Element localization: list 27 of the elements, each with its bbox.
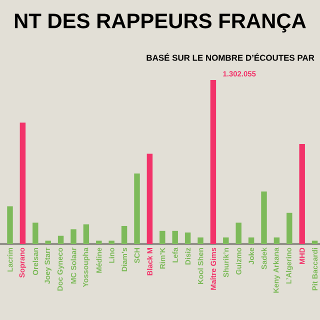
- bar: [210, 80, 216, 244]
- bar: [261, 192, 267, 244]
- bar: [299, 144, 305, 244]
- bar: [83, 224, 90, 244]
- bar: [121, 226, 128, 244]
- bar: [286, 212, 292, 244]
- chart-subtitle: BASÉ SUR LE NOMBRE D’ÉCOUTES PAR: [146, 53, 314, 61]
- bar: [236, 222, 242, 244]
- bar: [134, 173, 140, 244]
- bar: [274, 237, 280, 244]
- bar: [32, 222, 38, 244]
- bar: [248, 237, 254, 244]
- bar: [146, 154, 153, 244]
- bar: [70, 229, 76, 244]
- chart-title: NT DES RAPPEURS FRANÇA: [14, 14, 306, 32]
- bar: [198, 237, 204, 244]
- bar: [108, 240, 114, 244]
- bar: [58, 236, 64, 244]
- bar: [184, 232, 191, 244]
- bar: [312, 240, 318, 244]
- bar: [172, 230, 178, 244]
- bar: [160, 230, 166, 244]
- bar: [20, 122, 26, 244]
- bar: [7, 206, 13, 244]
- bar: [96, 240, 102, 244]
- bar: [45, 240, 51, 244]
- bar: [223, 237, 229, 244]
